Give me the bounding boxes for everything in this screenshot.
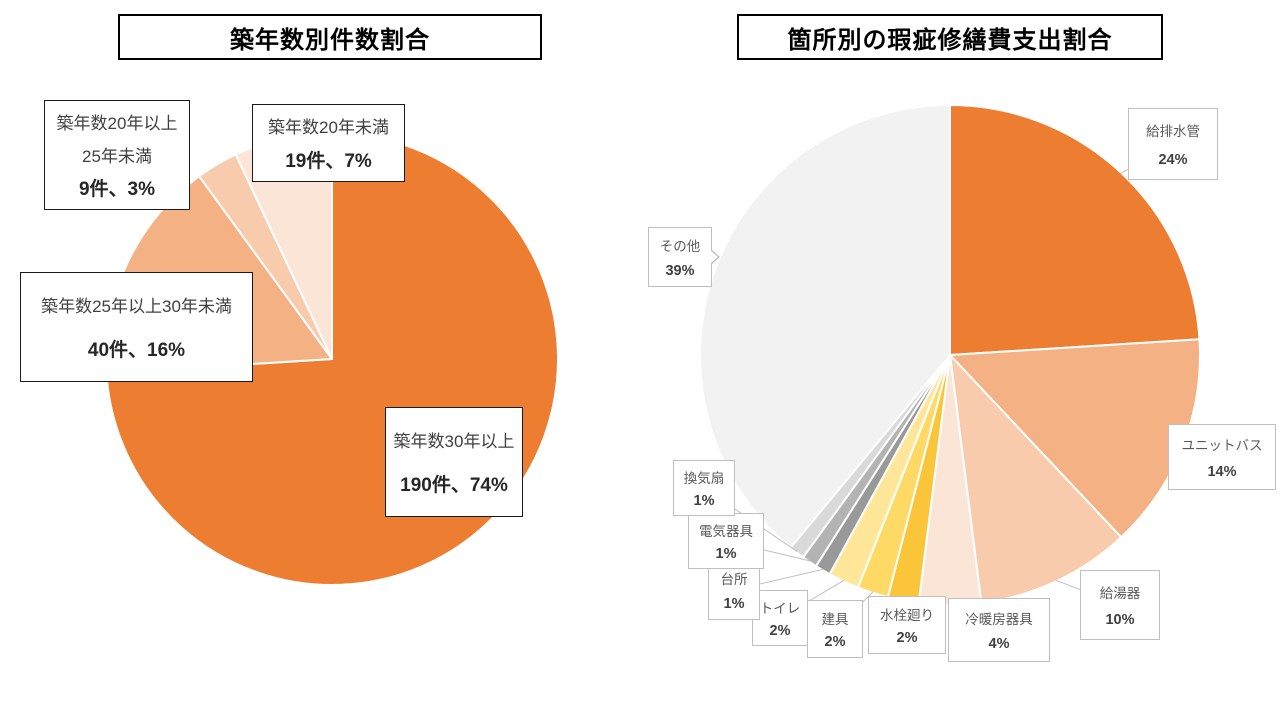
callout-leader-line [779,579,845,619]
building-age-chart-panel: 築年数別件数割合 築年数20年以上 25年未満 9件、3% 築年数20年未満 19件、7… [20,14,559,586]
pie-slice [698,104,951,549]
repair-cost-pie-chart [698,104,1223,631]
callout-leader-line [902,599,908,626]
callout-leader-line [834,591,874,630]
callout-leader-line [1181,446,1223,458]
chart-title-repair-cost: 箇所別の瑕疵修繕費支出割合 [737,14,1163,60]
callout-leader-line [949,603,1000,631]
callout-leader-line [733,568,824,591]
callout-leader-line [1120,143,1174,174]
repair-cost-chart-panel: 箇所別の瑕疵修繕費支出割合 給排水管 24% ユニットバス 14% 給湯器 10% 冷暖房器… [640,0,1280,720]
building-age-pie-chart [105,132,559,586]
callout-leader-line [1055,579,1121,606]
chart-title-building-age: 築年数別件数割合 [118,14,542,60]
pie-slice [949,104,1201,356]
